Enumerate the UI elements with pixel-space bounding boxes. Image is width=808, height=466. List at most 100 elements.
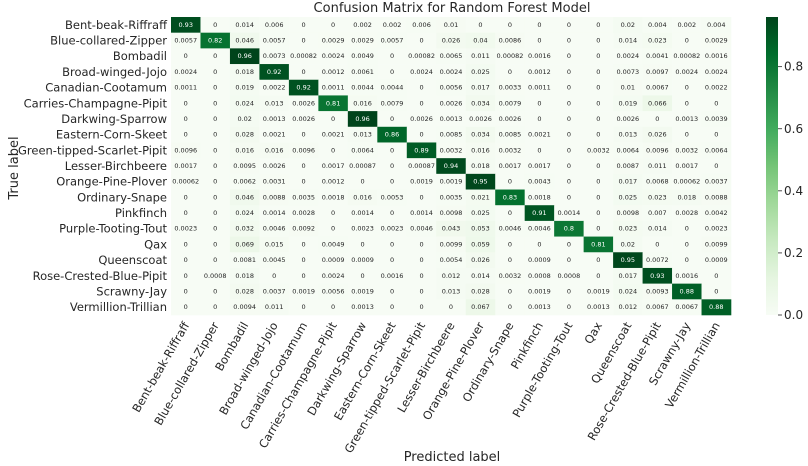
cell-value-label: 0.018 bbox=[471, 162, 490, 170]
heatmap-cell bbox=[465, 79, 496, 96]
cell-value-label: 0.0046 bbox=[263, 225, 286, 233]
cell-value-label: 0 bbox=[302, 303, 306, 311]
cell-value-label: 0.92 bbox=[267, 68, 281, 76]
cell-value-label: 0.0009 bbox=[322, 256, 345, 264]
heatmap-cell bbox=[200, 126, 231, 143]
heatmap-cell bbox=[288, 205, 319, 222]
heatmap-cell bbox=[288, 236, 319, 253]
cell-value-label: 0.012 bbox=[619, 303, 638, 311]
heatmap-cell bbox=[583, 79, 614, 96]
heatmap-cell bbox=[318, 283, 349, 300]
heatmap-cell bbox=[701, 158, 732, 175]
cell-value-label: 0.0064 bbox=[616, 146, 639, 154]
cell-value-label: 0.00082 bbox=[408, 52, 435, 60]
cell-value-label: 0.0056 bbox=[440, 84, 463, 92]
heatmap-cell bbox=[229, 283, 260, 300]
cell-value-label: 0.0014 bbox=[558, 209, 581, 217]
heatmap-cell bbox=[524, 267, 555, 284]
cell-value-label: 0.0095 bbox=[233, 162, 256, 170]
heatmap-cell bbox=[613, 299, 643, 316]
cell-value-label: 0 bbox=[184, 131, 188, 139]
heatmap-cell bbox=[465, 17, 496, 33]
heatmap-cell bbox=[347, 267, 378, 284]
heatmap-cell bbox=[347, 236, 378, 253]
heatmap-cell bbox=[229, 32, 260, 49]
cell-value-label: 0.066 bbox=[648, 99, 667, 107]
cell-value-label: 0 bbox=[331, 225, 335, 233]
cell-value-label: 0.043 bbox=[442, 225, 461, 233]
cell-value-label: 0 bbox=[596, 193, 600, 201]
cell-value-label: 0 bbox=[302, 162, 306, 170]
heatmap-cell bbox=[672, 283, 702, 300]
cell-value-label: 0.0013 bbox=[351, 303, 374, 311]
heatmap-cell bbox=[406, 283, 437, 300]
y-tick-label: Blue-collared-Zipper bbox=[50, 34, 167, 48]
cell-value-label: 0.026 bbox=[442, 37, 461, 45]
cell-value-label: 0.0049 bbox=[351, 52, 374, 60]
cell-value-label: 0.0079 bbox=[499, 99, 522, 107]
cell-value-label: 0.0024 bbox=[322, 272, 345, 280]
cell-value-label: 0 bbox=[567, 162, 571, 170]
heatmap-cell bbox=[465, 95, 496, 112]
heatmap-cell bbox=[554, 126, 584, 143]
heatmap-cell bbox=[259, 158, 290, 175]
y-tick-label: Broad-winged-Jojo bbox=[62, 65, 167, 79]
heatmap-cell bbox=[171, 48, 201, 65]
cell-value-label: 0 bbox=[537, 240, 541, 248]
heatmap-cell bbox=[200, 95, 231, 112]
heatmap-cell bbox=[288, 64, 319, 81]
cell-value-label: 0 bbox=[685, 240, 689, 248]
cell-value-label: 0.00082 bbox=[673, 52, 700, 60]
cell-value-label: 0 bbox=[302, 272, 306, 280]
heatmap-cell bbox=[672, 236, 702, 253]
heatmap-cell bbox=[288, 252, 319, 269]
heatmap-cell bbox=[524, 32, 555, 49]
cell-value-label: 0.0043 bbox=[528, 178, 551, 186]
heatmap-cell bbox=[259, 95, 290, 112]
heatmap-cell bbox=[495, 220, 525, 237]
heatmap-cell bbox=[465, 64, 496, 81]
heatmap-cell bbox=[200, 205, 231, 222]
cell-value-label: 0 bbox=[390, 240, 394, 248]
heatmap-cell bbox=[406, 95, 437, 112]
cell-value-label: 0 bbox=[390, 256, 394, 264]
cell-value-label: 0 bbox=[419, 287, 423, 295]
heatmap-cell bbox=[259, 236, 290, 253]
heatmap-cell bbox=[554, 189, 584, 206]
heatmap-cell bbox=[554, 299, 584, 316]
cell-value-label: 0 bbox=[184, 256, 188, 264]
heatmap-cell bbox=[701, 267, 732, 284]
heatmap-cell bbox=[554, 111, 584, 128]
cell-value-label: 0.0044 bbox=[351, 84, 374, 92]
heatmap-cell bbox=[554, 252, 584, 269]
heatmap-cell bbox=[406, 158, 437, 175]
cell-value-label: 0.0017 bbox=[322, 162, 345, 170]
heatmap-cell bbox=[524, 252, 555, 269]
cell-value-label: 0.0046 bbox=[499, 225, 522, 233]
heatmap-cell bbox=[495, 267, 525, 284]
cell-value-label: 0 bbox=[302, 240, 306, 248]
cell-value-label: 0.0011 bbox=[528, 84, 551, 92]
heatmap-cell bbox=[583, 111, 614, 128]
cell-value-label: 0 bbox=[685, 225, 689, 233]
cell-value-label: 0.0023 bbox=[174, 225, 197, 233]
cell-value-label: 0.016 bbox=[353, 99, 372, 107]
cell-value-label: 0.0024 bbox=[440, 68, 463, 76]
heatmap-cell bbox=[524, 299, 555, 316]
heatmap-cell bbox=[436, 126, 467, 143]
heatmap-cell bbox=[524, 142, 555, 159]
cell-value-label: 0.016 bbox=[265, 146, 284, 154]
cell-value-label: 0 bbox=[390, 52, 394, 60]
heatmap-cell bbox=[200, 79, 231, 96]
heatmap-cell bbox=[200, 48, 231, 65]
cell-value-label: 0.82 bbox=[208, 37, 222, 45]
cell-value-label: 0.96 bbox=[355, 115, 369, 123]
heatmap-cell bbox=[642, 267, 673, 284]
heatmap-cell bbox=[642, 173, 673, 190]
cell-value-label: 0.01 bbox=[621, 84, 635, 92]
x-axis-title: Predicted label bbox=[404, 450, 501, 465]
colorbar-tick-label: 0.0 bbox=[784, 308, 803, 322]
cell-value-label: 0 bbox=[596, 225, 600, 233]
cell-value-label: 0.0016 bbox=[381, 272, 404, 280]
heatmap-cell bbox=[524, 95, 555, 112]
